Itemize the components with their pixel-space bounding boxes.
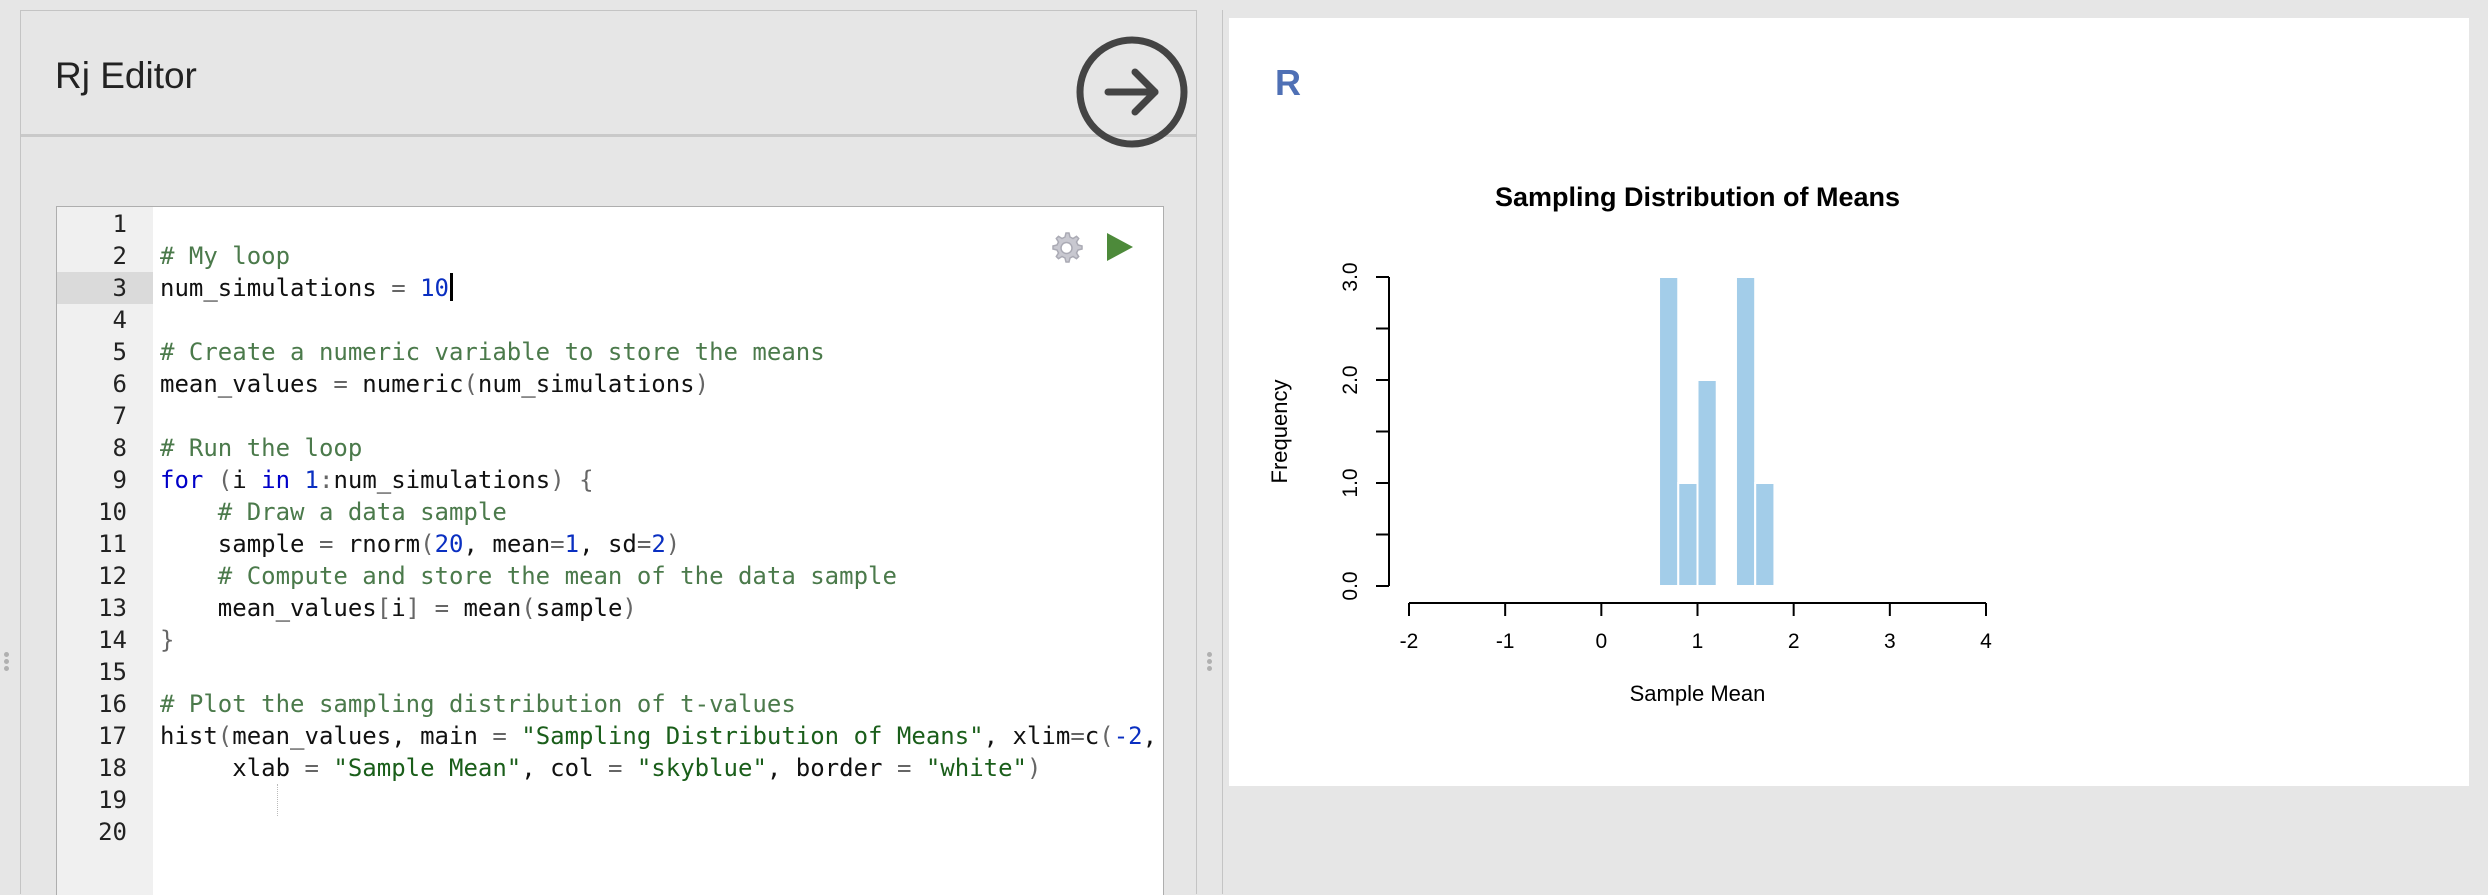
line-number: 9 bbox=[112, 466, 127, 494]
code-line[interactable]: 3 num_simulations = 10 bbox=[57, 272, 1163, 304]
line-number: 7 bbox=[112, 402, 127, 430]
editor-header: Rj Editor bbox=[21, 11, 1196, 148]
line-code-text[interactable]: # Compute and store the mean of the data… bbox=[217, 562, 897, 590]
line-number: 5 bbox=[112, 338, 127, 366]
x-tick-label: 1 bbox=[1692, 630, 1704, 653]
code-line[interactable]: 7 bbox=[57, 400, 1163, 432]
line-code-text[interactable]: # Draw a data sample bbox=[217, 498, 507, 526]
line-number: 2 bbox=[112, 242, 127, 270]
line-number: 11 bbox=[98, 530, 127, 558]
x-axis-label: Sample Mean bbox=[1630, 681, 1766, 706]
x-tick-label: -2 bbox=[1400, 630, 1419, 653]
line-code-text[interactable]: for (i in 1:num_simulations) { bbox=[160, 466, 594, 494]
code-line[interactable]: 4 bbox=[57, 304, 1163, 336]
left-splitter-handle[interactable] bbox=[2, 650, 10, 680]
line-code-text[interactable]: hist(mean_values, main = "Sampling Distr… bbox=[160, 722, 1158, 750]
line-number: 6 bbox=[112, 370, 127, 398]
histogram-bar bbox=[1696, 379, 1718, 587]
code-line[interactable]: 13 mean_values[i] = mean(sample) bbox=[57, 592, 1163, 624]
histogram-bar bbox=[1734, 276, 1757, 587]
line-number: 13 bbox=[98, 594, 127, 622]
code-line[interactable]: 11 sample = rnorm(20, mean=1, sd=2) bbox=[57, 528, 1163, 560]
line-number: 19 bbox=[98, 786, 127, 814]
y-tick-label: 3.0 bbox=[1339, 262, 1362, 291]
code-line[interactable]: 10 # Draw a data sample bbox=[57, 496, 1163, 528]
line-code-text[interactable]: # My loop bbox=[160, 242, 291, 270]
y-tick-label: 0.0 bbox=[1339, 571, 1362, 600]
line-number: 4 bbox=[112, 306, 127, 334]
code-line[interactable]: 6 mean_values = numeric(num_simulations) bbox=[57, 368, 1163, 400]
line-number: 15 bbox=[98, 658, 127, 686]
code-line[interactable]: 12 # Compute and store the mean of the d… bbox=[57, 560, 1163, 592]
code-line[interactable]: 1 bbox=[57, 208, 1163, 240]
line-number: 16 bbox=[98, 690, 127, 718]
x-tick-label: 0 bbox=[1595, 630, 1607, 653]
code-line[interactable]: 17 hist(mean_values, main = "Sampling Dis… bbox=[57, 720, 1163, 752]
line-number-gutter bbox=[57, 207, 153, 895]
code-line[interactable]: 19 bbox=[57, 784, 1163, 816]
histogram-bar bbox=[1677, 482, 1699, 587]
x-tick-label: 4 bbox=[1980, 630, 1992, 653]
chart-title: Sampling Distribution of Means bbox=[1495, 182, 1900, 212]
line-code-text[interactable]: mean_values = numeric(num_simulations) bbox=[160, 370, 710, 398]
line-code-text[interactable]: num_simulations = 10 bbox=[160, 272, 453, 304]
arrow-right-circle-icon[interactable] bbox=[1075, 35, 1189, 149]
x-tick-label: 3 bbox=[1884, 630, 1896, 653]
indent-guide bbox=[277, 784, 278, 816]
code-line[interactable]: 15 bbox=[57, 656, 1163, 688]
line-number: 1 bbox=[112, 210, 127, 238]
histogram-bar bbox=[1754, 482, 1776, 587]
histogram-chart: Sampling Distribution of Means 0.0 1.0 2.0 3… bbox=[1267, 182, 1992, 706]
code-line[interactable]: 14} bbox=[57, 624, 1163, 656]
y-tick-label: 1.0 bbox=[1339, 468, 1362, 497]
code-line[interactable]: 18 xlab = "Sample Mean", col = "skyblue"… bbox=[57, 752, 1163, 784]
line-code-text[interactable]: # Run the loop bbox=[160, 434, 363, 462]
line-code-text[interactable]: # Create a numeric variable to store the… bbox=[160, 338, 825, 366]
gear-icon[interactable] bbox=[1047, 229, 1085, 267]
center-splitter-handle[interactable] bbox=[1205, 650, 1213, 680]
line-code-text[interactable]: # Plot the sampling distribution of t-va… bbox=[160, 690, 796, 718]
line-number: 12 bbox=[98, 562, 127, 590]
active-line-gutter bbox=[57, 272, 153, 304]
code-editor[interactable]: 1 2 # My loop 3 num_simulations = 10 4 5 # Crea… bbox=[56, 206, 1164, 895]
histogram-bar bbox=[1658, 276, 1680, 587]
line-code-text[interactable]: sample = rnorm(20, mean=1, sd=2) bbox=[160, 530, 681, 558]
output-panel: R Sampling Distribution of Means 0.0 1.0 2.… bbox=[1222, 10, 2488, 894]
code-line[interactable]: 20 bbox=[57, 816, 1163, 848]
play-icon[interactable] bbox=[1105, 231, 1135, 263]
editor-title: Rj Editor bbox=[55, 55, 197, 96]
line-number: 3 bbox=[112, 274, 127, 302]
line-number: 17 bbox=[98, 722, 127, 750]
code-line[interactable]: 9 for (i in 1:num_simulations) { bbox=[57, 464, 1163, 496]
x-tick-label: -1 bbox=[1496, 630, 1515, 653]
code-line[interactable]: 8 # Run the loop bbox=[57, 432, 1163, 464]
line-number: 8 bbox=[112, 434, 127, 462]
editor-panel: Rj Editor 1 2 # My loop 3 num_simulations = … bbox=[20, 10, 1197, 895]
plot-area: R Sampling Distribution of Means 0.0 1.0 2.… bbox=[1229, 18, 2469, 786]
r-logo: R bbox=[1275, 62, 1301, 103]
y-tick-label: 2.0 bbox=[1339, 365, 1362, 394]
code-line[interactable]: 2 # My loop bbox=[57, 240, 1163, 272]
line-number: 10 bbox=[98, 498, 127, 526]
line-number: 20 bbox=[98, 818, 127, 846]
code-line[interactable]: 16 # Plot the sampling distribution of t-… bbox=[57, 688, 1163, 720]
line-code-text[interactable]: } bbox=[160, 626, 175, 654]
code-line[interactable]: 5 # Create a numeric variable to store th… bbox=[57, 336, 1163, 368]
line-number: 14 bbox=[98, 626, 127, 654]
line-number: 18 bbox=[98, 754, 127, 782]
line-code-text[interactable]: xlab = "Sample Mean", col = "skyblue", b… bbox=[160, 754, 1042, 782]
x-tick-label: 2 bbox=[1788, 630, 1800, 653]
y-axis-label: Frequency bbox=[1267, 380, 1292, 484]
line-code-text[interactable]: mean_values[i] = mean(sample) bbox=[160, 594, 637, 622]
